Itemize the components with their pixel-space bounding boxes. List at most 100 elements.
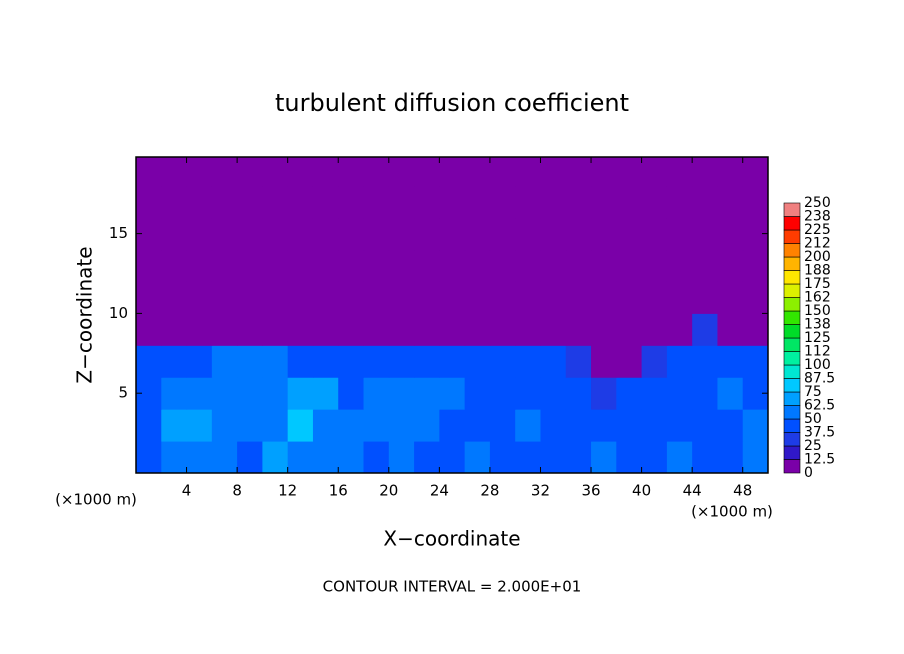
field-cell	[161, 157, 188, 187]
field-cell	[717, 281, 744, 314]
field-cell	[414, 441, 440, 473]
field-cell	[211, 217, 238, 251]
field-cell	[717, 157, 744, 187]
field-cell	[489, 313, 516, 346]
field-cell	[540, 185, 567, 219]
field-cell	[591, 249, 617, 282]
field-cell	[464, 377, 491, 410]
field-cell	[540, 441, 567, 473]
field-cell	[489, 441, 516, 473]
field-cell	[136, 185, 162, 219]
field-cell	[388, 217, 415, 251]
field-cell	[136, 157, 162, 187]
field-cell	[287, 345, 314, 378]
field-cell	[591, 345, 617, 378]
field-cell	[616, 441, 643, 473]
colorbar-swatch	[783, 270, 801, 285]
field-cell	[338, 313, 365, 346]
field-cell	[338, 185, 365, 219]
field-cell	[237, 185, 263, 219]
field-cell	[211, 313, 238, 346]
field-cell	[717, 185, 744, 219]
colorbar-label: 12.5	[804, 452, 835, 468]
field-cell	[540, 313, 567, 346]
field-cell	[742, 185, 768, 219]
field-cell	[338, 409, 365, 442]
field-cell	[287, 377, 314, 410]
x-tick-label: 4	[182, 482, 192, 500]
colorbar-swatch	[783, 324, 801, 339]
field-cell	[287, 409, 314, 442]
field-cell	[439, 409, 466, 442]
field-cell	[616, 345, 643, 378]
field-cell	[211, 377, 238, 410]
field-cell	[136, 249, 162, 282]
field-cell	[211, 441, 238, 473]
field-cell	[287, 313, 314, 346]
field-cell	[692, 185, 718, 219]
colorbar-label: 150	[804, 303, 831, 319]
field-cell	[287, 217, 314, 251]
field-cell	[717, 441, 744, 473]
field-cell	[717, 249, 744, 282]
colorbar-label: 138	[804, 317, 831, 333]
field-cell	[363, 217, 390, 251]
field-cell	[464, 345, 491, 378]
field-cell	[692, 345, 718, 378]
field-cell	[439, 157, 466, 187]
field-cell	[211, 249, 238, 282]
field-cell	[692, 409, 718, 442]
field-cell	[338, 345, 365, 378]
field-cell	[388, 281, 415, 314]
field-cell	[388, 377, 415, 410]
field-cell	[565, 441, 592, 473]
field-cell	[186, 441, 213, 473]
field-cell	[186, 377, 213, 410]
field-cell	[312, 377, 339, 410]
field-cell	[262, 185, 289, 219]
field-cell	[515, 185, 541, 219]
field-cell	[439, 249, 466, 282]
field-cell	[414, 249, 440, 282]
field-cell	[540, 281, 567, 314]
field-cell	[565, 157, 592, 187]
field-cell	[489, 249, 516, 282]
field-cell	[464, 157, 491, 187]
field-cell	[414, 377, 440, 410]
field-cell	[616, 249, 643, 282]
field-cell	[186, 409, 213, 442]
field-cell	[161, 377, 188, 410]
field-cell	[161, 345, 188, 378]
field-cell	[312, 185, 339, 219]
field-cell	[287, 281, 314, 314]
field-cell	[237, 217, 263, 251]
field-cell	[186, 185, 213, 219]
field-cell	[565, 345, 592, 378]
field-cell	[312, 157, 339, 187]
field-cell	[262, 377, 289, 410]
field-cell	[439, 377, 466, 410]
field-cell	[262, 441, 289, 473]
field-cell	[388, 313, 415, 346]
field-cell	[237, 157, 263, 187]
field-cell	[591, 185, 617, 219]
field-cell	[742, 281, 768, 314]
field-cell	[666, 249, 693, 282]
field-cell	[742, 249, 768, 282]
field-cell	[262, 409, 289, 442]
colorbar-swatch	[783, 391, 801, 406]
y-axis-label: Z−coordinate	[73, 246, 97, 383]
field-cell	[641, 217, 668, 251]
field-cell	[489, 281, 516, 314]
colorbar-swatch	[783, 216, 801, 231]
plot-frame	[135, 156, 769, 474]
colorbar-swatch	[783, 351, 801, 366]
field-cell	[515, 157, 541, 187]
field-cell	[464, 313, 491, 346]
field-cell	[464, 217, 491, 251]
field-cell	[717, 377, 744, 410]
colorbar-swatch	[783, 459, 801, 474]
colorbar-swatch	[783, 256, 801, 271]
field-cell	[262, 157, 289, 187]
field-cell	[363, 441, 390, 473]
